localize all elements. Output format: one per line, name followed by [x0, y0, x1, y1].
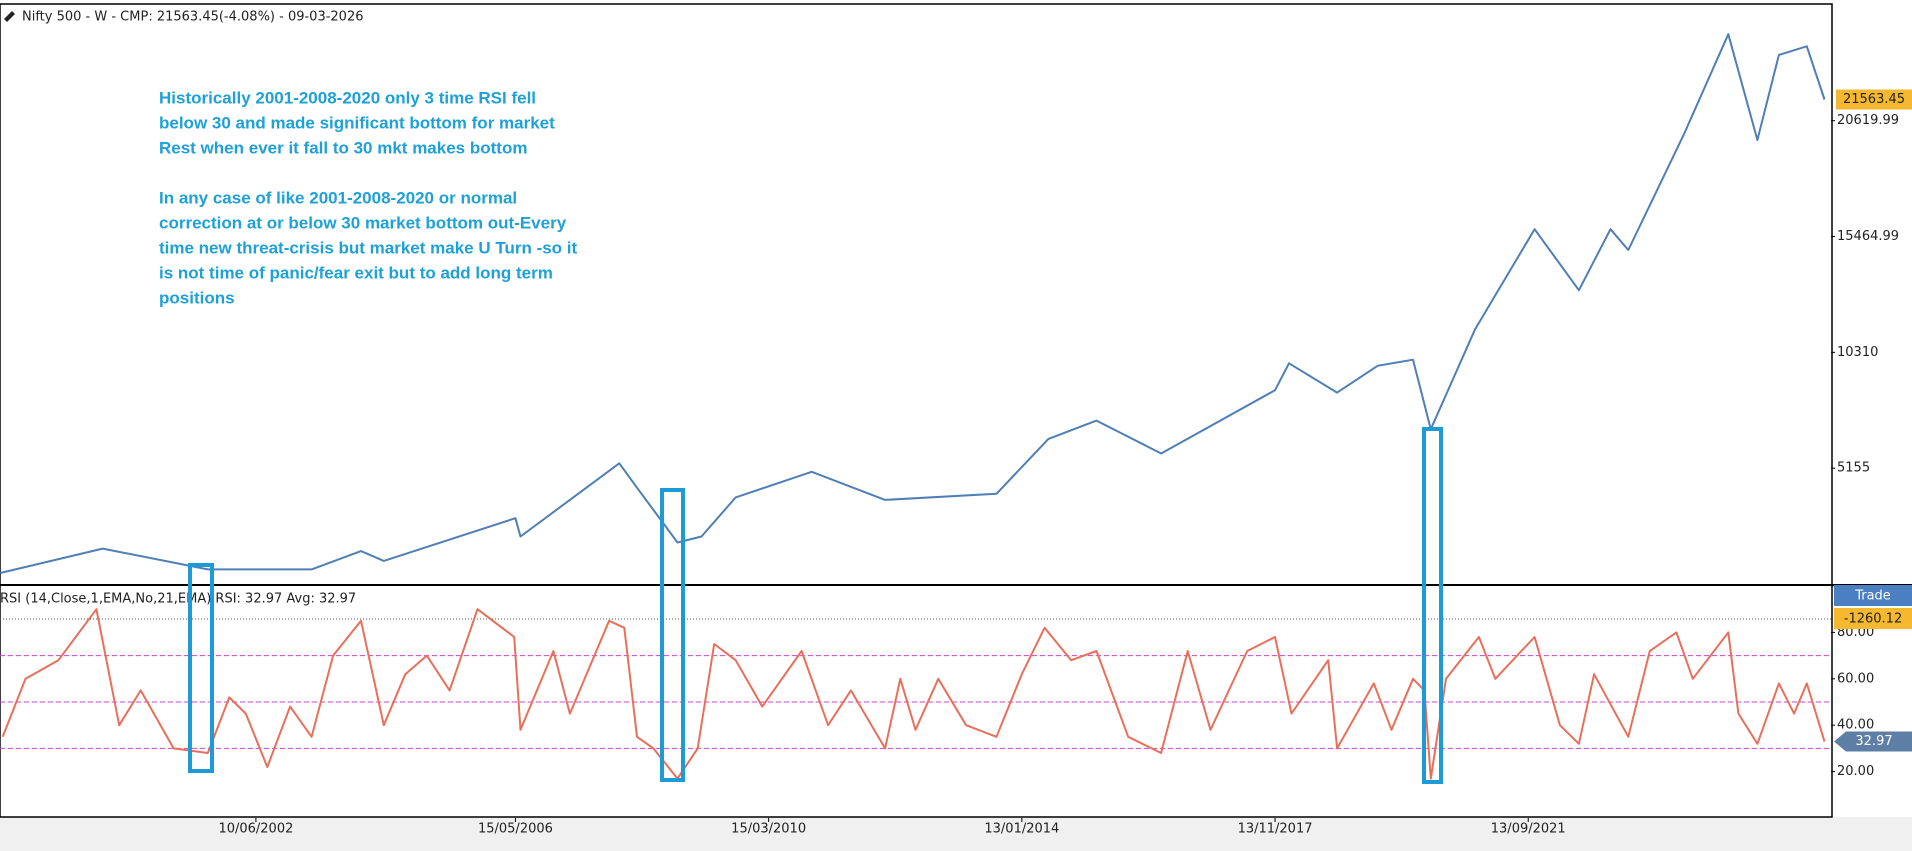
last-value-label: 32.97	[1855, 734, 1892, 749]
x-tick-label: 10/06/2002	[218, 822, 293, 837]
y-tick-label: 20619.99	[1837, 113, 1899, 128]
x-tick-label: 15/03/2010	[731, 822, 806, 837]
y-tick-label: 5155	[1837, 461, 1870, 476]
chart-title: Nifty 500 - W - CMP: 21563.45(-4.08%) - …	[22, 10, 364, 25]
annotation-line: time new threat-crisis but market make U…	[159, 238, 578, 257]
series-line	[1, 608, 1826, 780]
annotation-line: Historically 2001-2008-2020 only 3 time …	[159, 88, 536, 107]
annotation-line: below 30 and made significant bottom for…	[159, 113, 555, 132]
annotation-line: is not time of panic/fear exit but to ad…	[159, 263, 553, 282]
last-value-box	[1834, 731, 1912, 752]
trade-value: -1260.12	[1844, 612, 1902, 627]
rsi-title: RSI (14,Close,1,EMA,No,21,EMA) RSI: 32.9…	[0, 592, 356, 607]
series-line	[0, 33, 1826, 574]
highlight-box	[660, 488, 685, 782]
highlight-box	[1422, 427, 1443, 784]
y-tick-label: 15464.99	[1837, 229, 1899, 244]
x-tick-label: 13/09/2021	[1491, 822, 1566, 837]
x-tick-label: 15/05/2006	[478, 822, 553, 837]
x-tick-label: 13/01/2014	[984, 822, 1059, 837]
y-tick-label: 10310	[1837, 345, 1878, 360]
marks: 5155 10310 15464.99 20619.99 21563.45 20.00 40…	[0, 33, 1912, 837]
annotation-line: In any case of like 2001-2008-2020 or no…	[159, 188, 517, 207]
y-tick-label: 40.00	[1837, 718, 1874, 733]
x-tick-label: 13/11/2017	[1238, 822, 1313, 837]
annotation: Historically 2001-2008-2020 only 3 time …	[159, 88, 578, 307]
y-tick-label: 20.00	[1837, 764, 1874, 779]
y-tick-label: 60.00	[1837, 671, 1874, 686]
trade-box	[1834, 585, 1912, 606]
trade-value-box	[1834, 608, 1912, 629]
plot-frame	[0, 3, 1833, 818]
annotation-line: positions	[159, 288, 235, 307]
last-value-box	[1836, 89, 1912, 110]
last-value-label: 21563.45	[1843, 92, 1905, 107]
annotation-line: Rest when ever it fall to 30 mkt makes b…	[159, 138, 527, 157]
annotation-line: correction at or below 30 market bottom …	[159, 213, 567, 232]
wrench-icon	[4, 11, 15, 22]
trade-label: Trade	[1854, 589, 1891, 604]
highlight-box	[188, 563, 214, 773]
x-axis-strip	[0, 817, 1912, 851]
